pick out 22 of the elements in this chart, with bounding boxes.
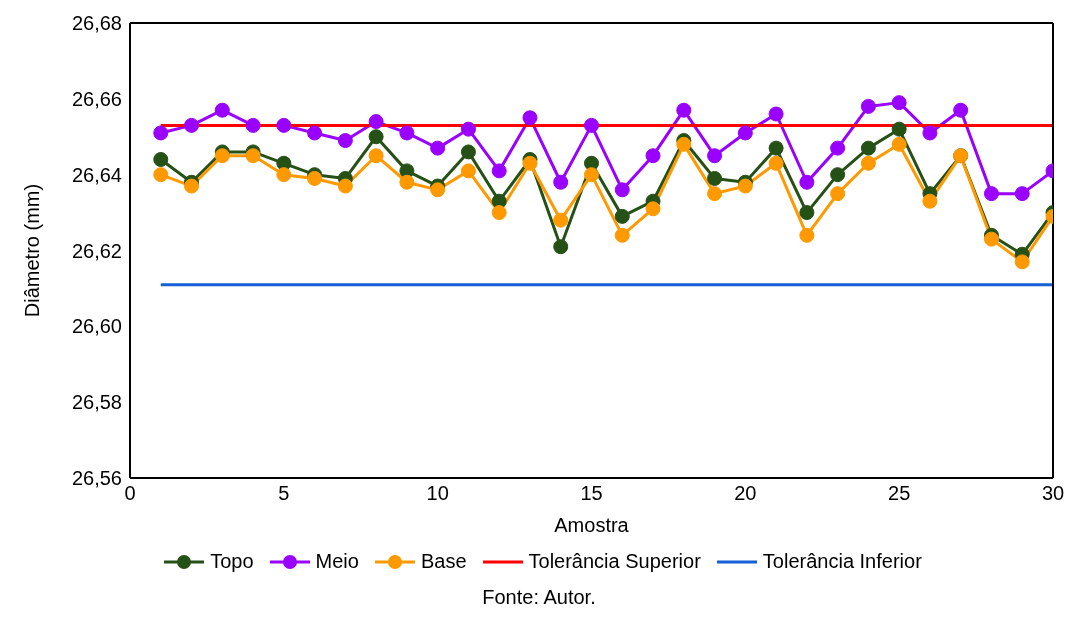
y-tick-label: 26,60 [71, 315, 122, 338]
source-note: Fonte: Autor. [481, 586, 597, 609]
legend-label: Topo [210, 550, 254, 573]
legend-label: Tolerância Inferior [762, 550, 922, 573]
x-tick-label: 30 [1041, 482, 1065, 505]
x-tick-label: 10 [426, 482, 449, 505]
x-tick-label: 20 [734, 482, 757, 505]
y-tick-label: 26,58 [71, 391, 122, 414]
x-tick-label: 25 [888, 482, 911, 505]
x-tick-label: 15 [580, 482, 603, 505]
x-tick-label: 5 [278, 482, 290, 505]
legend-label: Meio [315, 550, 359, 573]
x-axis-title: Amostra [554, 514, 630, 536]
y-tick-label: 26,62 [71, 239, 122, 262]
x-tick-label: 0 [124, 482, 136, 505]
y-tick-label: 26,64 [71, 163, 122, 186]
y-tick-label: 26,56 [71, 467, 122, 490]
y-tick-label: 26,66 [71, 87, 122, 110]
y-axis-title: Diâmetro (mm) [21, 183, 44, 318]
legend-label: Base [420, 550, 467, 573]
y-tick-label: 26,68 [71, 12, 122, 35]
legend-label: Tolerância Superior [528, 550, 701, 573]
